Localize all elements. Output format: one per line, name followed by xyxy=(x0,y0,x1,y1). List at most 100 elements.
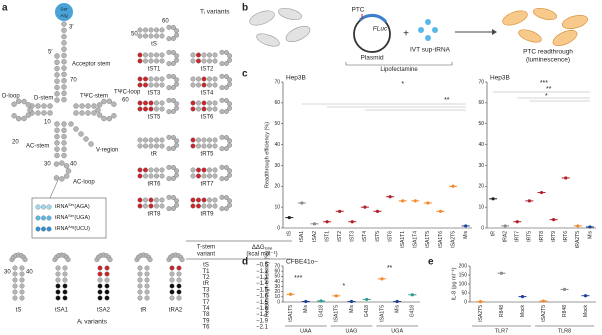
nucleotide xyxy=(63,163,70,169)
data-point xyxy=(562,287,567,291)
x-tick-label: tR xyxy=(490,231,496,236)
nucleotide xyxy=(62,295,68,301)
nucleotide xyxy=(61,90,67,97)
nucleotide xyxy=(55,295,61,301)
table-cell: −1.6 xyxy=(256,294,269,300)
nucleotide xyxy=(85,110,91,116)
nucleotide xyxy=(201,52,207,58)
x-tick-label: Mis xyxy=(349,305,355,313)
panel-label: c xyxy=(242,69,248,80)
panel-label: a xyxy=(2,3,8,14)
variant-label: tST3 xyxy=(148,91,161,97)
nucleotide xyxy=(174,168,180,174)
significance-label: ** xyxy=(444,97,450,104)
data-point xyxy=(312,222,317,226)
y-tick-label: 40 xyxy=(274,279,280,285)
amino-acid-sup: Ser xyxy=(68,213,75,218)
nucleotide xyxy=(73,126,79,132)
nucleotide xyxy=(212,76,218,82)
table-cell: T5 xyxy=(202,294,210,300)
x-tick-label: tSA1T1 xyxy=(400,231,406,248)
nucleotide xyxy=(227,202,233,208)
nucleotide xyxy=(137,289,143,295)
nucleotide xyxy=(227,53,233,59)
data-point xyxy=(499,271,504,275)
nucleotide xyxy=(61,65,67,71)
amino-acid-sup: Arg xyxy=(68,224,74,229)
nucleotide xyxy=(61,52,67,59)
nucleotide xyxy=(166,146,172,152)
nucleotide xyxy=(137,167,143,173)
nucleotide xyxy=(201,76,207,82)
data-point xyxy=(363,205,367,209)
nucleotide xyxy=(11,101,17,107)
nucleotide xyxy=(12,283,18,289)
nucleotide xyxy=(61,140,67,146)
nucleotide xyxy=(63,173,70,179)
nucleotide xyxy=(219,206,225,212)
nucleotide xyxy=(61,21,67,27)
nucleotide xyxy=(19,283,25,289)
nucleotide xyxy=(166,134,172,140)
cell xyxy=(552,29,578,47)
chart-title: Hep3B xyxy=(286,75,306,82)
nucleotide xyxy=(206,203,212,209)
y-tick-label: 50 xyxy=(274,274,280,280)
nucleotide xyxy=(12,277,18,283)
variant-label: tRT9 xyxy=(201,212,215,218)
nucleotide xyxy=(166,109,172,115)
nucleotide xyxy=(137,173,143,179)
data-point xyxy=(413,199,417,203)
data-point xyxy=(583,294,588,298)
nucleotide xyxy=(190,76,196,82)
nucleotide xyxy=(190,197,196,203)
data-point xyxy=(350,220,354,224)
nucleotide xyxy=(212,137,218,143)
trna-name: tRNA xyxy=(55,204,68,210)
nucleotide xyxy=(206,58,212,64)
nucleotide xyxy=(54,97,60,103)
nucleotide xyxy=(169,295,175,301)
cell xyxy=(249,10,275,26)
ptc-label: PTC xyxy=(352,7,365,14)
nucleotide xyxy=(111,101,117,107)
data-point xyxy=(300,201,304,205)
y-tick-label: 30 xyxy=(274,163,280,169)
trna-name: tRNA xyxy=(55,226,68,232)
cell xyxy=(256,33,280,47)
x-tick-label: Mock xyxy=(520,305,526,317)
nucleotide xyxy=(170,145,176,151)
nucleotide xyxy=(19,295,25,301)
nucleotide xyxy=(166,85,172,91)
nucleotide xyxy=(195,76,201,82)
nucleotide xyxy=(219,97,225,103)
nucleotide xyxy=(41,110,47,116)
nucleotide xyxy=(46,226,52,232)
plus: + xyxy=(403,29,409,40)
data-point xyxy=(287,215,291,220)
nucleotide xyxy=(107,257,113,263)
nucleotide xyxy=(19,265,25,271)
nucleotide xyxy=(201,58,207,64)
nucleotide xyxy=(62,271,68,277)
variant-label: tST5 xyxy=(148,115,161,121)
header-sub: total xyxy=(265,246,273,251)
nucleotide xyxy=(148,106,154,112)
nucleotide xyxy=(219,73,225,79)
nucleotide xyxy=(174,142,180,148)
variant-label: tST4 xyxy=(201,91,214,97)
region-label: TΨC-loop xyxy=(114,90,141,96)
y-axis-label: Readthrough efficiency (%) xyxy=(264,122,270,188)
nucleotide xyxy=(147,257,153,263)
nucleotide xyxy=(35,226,41,232)
nucleotide xyxy=(212,58,218,64)
nucleotide xyxy=(153,100,159,106)
y-tick-label: 40 xyxy=(478,142,484,148)
y-tick-label: 30 xyxy=(478,163,484,169)
x-tick-label: tSA1T5 xyxy=(334,305,340,322)
x-tick-label: R848 xyxy=(562,305,568,317)
nucleotide xyxy=(201,82,207,88)
nucleotide xyxy=(97,283,103,289)
section-title: Aᵢ variants xyxy=(77,319,108,326)
nucleotide xyxy=(170,50,176,56)
